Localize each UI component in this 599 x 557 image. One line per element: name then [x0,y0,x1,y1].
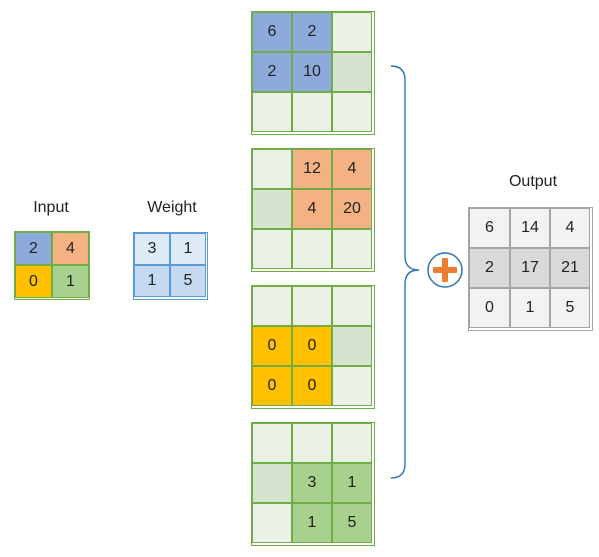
intermediate-cell [332,12,372,52]
intermediate-matrix-4: 3 1 1 5 [251,422,375,546]
intermediate-cell [292,423,332,463]
output-cell: 0 [469,288,510,328]
output-cell: 6 [469,208,510,248]
input-label: Input [33,199,69,216]
intermediate-cell [252,92,292,132]
weight-cell: 1 [170,233,206,265]
intermediate-cell [252,423,292,463]
intermediate-cell: 5 [332,503,372,543]
intermediate-cell: 2 [252,52,292,92]
intermediate-cell [332,423,372,463]
intermediate-cell [252,286,292,326]
intermediate-cell: 0 [252,326,292,366]
intermediate-cell [292,229,332,269]
intermediate-cell [332,366,372,406]
weight-cell: 3 [134,233,170,265]
output-cell: 21 [550,248,590,288]
intermediate-cell: 1 [332,463,372,503]
output-cell: 4 [550,208,590,248]
intermediate-cell: 0 [292,366,332,406]
intermediate-cell [332,229,372,269]
weight-cell: 5 [170,265,206,297]
intermediate-cell: 20 [332,189,372,229]
intermediate-cell: 3 [292,463,332,503]
input-cell: 4 [52,232,89,265]
intermediate-cell [252,463,292,503]
intermediate-cell: 2 [292,12,332,52]
intermediate-cell: 4 [332,149,372,189]
curly-brace-icon [390,65,420,479]
intermediate-cell: 0 [292,326,332,366]
intermediate-cell: 1 [292,503,332,543]
intermediate-cell [292,92,332,132]
intermediate-matrix-1: 6 2 2 10 [251,11,375,135]
intermediate-cell: 12 [292,149,332,189]
intermediate-cell [252,503,292,543]
intermediate-cell: 4 [292,189,332,229]
intermediate-cell [252,149,292,189]
intermediate-cell [332,52,372,92]
input-cell: 0 [15,265,52,298]
output-cell: 14 [510,208,550,248]
intermediate-cell: 10 [292,52,332,92]
output-label: Output [508,173,558,190]
intermediate-cell [332,92,372,132]
intermediate-cell: 0 [252,366,292,406]
weight-cell: 1 [134,265,170,297]
output-cell: 5 [550,288,590,328]
output-cell: 1 [510,288,550,328]
intermediate-cell [252,189,292,229]
output-cell: 17 [510,248,550,288]
input-cell: 2 [15,232,52,265]
intermediate-cell: 6 [252,12,292,52]
intermediate-matrix-2: 12 4 4 20 [251,148,375,272]
intermediate-matrix-3: 0 0 0 0 [251,285,375,409]
input-matrix: 2 4 0 1 [14,231,90,300]
weight-label: Weight [147,199,197,216]
plus-icon [427,252,463,288]
intermediate-cell [292,286,332,326]
weight-matrix: 3 1 1 5 [133,232,208,300]
intermediate-cell [332,326,372,366]
intermediate-cell [332,286,372,326]
output-cell: 2 [469,248,510,288]
input-cell: 1 [52,265,89,298]
output-matrix: 6 14 4 2 17 21 0 1 5 [468,207,593,331]
intermediate-cell [252,229,292,269]
